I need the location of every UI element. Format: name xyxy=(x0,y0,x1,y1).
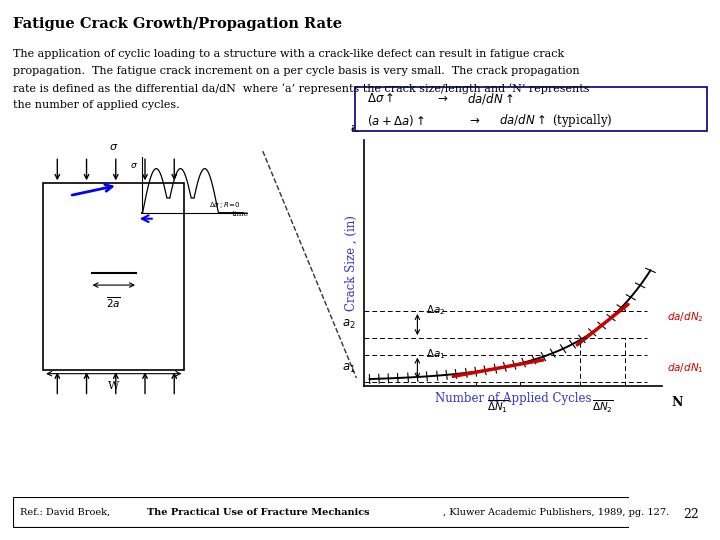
Text: propagation.  The fatigue crack increment on a per cycle basis is very small.  T: propagation. The fatigue crack increment… xyxy=(13,66,580,76)
Text: $\Delta a_2$: $\Delta a_2$ xyxy=(426,303,446,317)
Text: $\Delta a_1$: $\Delta a_1$ xyxy=(426,347,446,361)
Text: The application of cyclic loading to a structure with a crack-like defect can re: The application of cyclic loading to a s… xyxy=(13,49,564,59)
Text: $\Delta\sigma\,;R\!=\!0$: $\Delta\sigma\,;R\!=\!0$ xyxy=(210,200,240,210)
Text: $\overline{\Delta N_2}$: $\overline{\Delta N_2}$ xyxy=(592,399,613,415)
Text: $\sigma$: $\sigma$ xyxy=(130,160,138,170)
Text: $(a+\Delta a)\uparrow$: $(a+\Delta a)\uparrow$ xyxy=(367,113,425,128)
Text: $\sigma$: $\sigma$ xyxy=(109,142,118,152)
Text: $a_2$: $a_2$ xyxy=(343,318,356,331)
Text: N: N xyxy=(671,396,683,409)
Text: time: time xyxy=(231,210,248,218)
Text: Fatigue Crack Growth/Propagation Rate: Fatigue Crack Growth/Propagation Rate xyxy=(13,17,342,31)
Text: Ref.: David Broek,: Ref.: David Broek, xyxy=(20,508,114,517)
Text: W: W xyxy=(108,381,120,391)
Text: $\rightarrow$: $\rightarrow$ xyxy=(435,92,449,105)
X-axis label: Number of Applied Cycles: Number of Applied Cycles xyxy=(435,392,591,404)
FancyBboxPatch shape xyxy=(354,87,708,131)
Text: $\Delta\sigma\uparrow$: $\Delta\sigma\uparrow$ xyxy=(367,92,395,105)
Text: $da/dN_2$: $da/dN_2$ xyxy=(667,310,703,324)
Text: , Kluwer Academic Publishers, 1989, pg. 127.: , Kluwer Academic Publishers, 1989, pg. … xyxy=(443,508,669,517)
Y-axis label: Crack Size , (in): Crack Size , (in) xyxy=(345,215,358,311)
Text: 22: 22 xyxy=(683,508,699,521)
FancyBboxPatch shape xyxy=(13,497,629,528)
Text: $da/dN\uparrow$: $da/dN\uparrow$ xyxy=(467,91,513,106)
Text: $a_1$: $a_1$ xyxy=(343,362,356,375)
Text: the number of applied cycles.: the number of applied cycles. xyxy=(13,100,179,111)
Text: The Practical Use of Fracture Mechanics: The Practical Use of Fracture Mechanics xyxy=(147,508,370,517)
Text: $\rightarrow$: $\rightarrow$ xyxy=(467,114,480,127)
Text: rate is defined as the differential da/dN  where ‘a’ represents the crack size/l: rate is defined as the differential da/d… xyxy=(13,83,590,94)
Text: a: a xyxy=(351,123,359,136)
FancyBboxPatch shape xyxy=(43,183,184,369)
Text: $\overline{2a}$: $\overline{2a}$ xyxy=(107,295,121,310)
Text: $\overline{\Delta N_1}$: $\overline{\Delta N_1}$ xyxy=(487,399,509,415)
Text: $da/dN_1$: $da/dN_1$ xyxy=(667,361,703,375)
Text: $da/dN\uparrow$ (typically): $da/dN\uparrow$ (typically) xyxy=(499,112,613,129)
